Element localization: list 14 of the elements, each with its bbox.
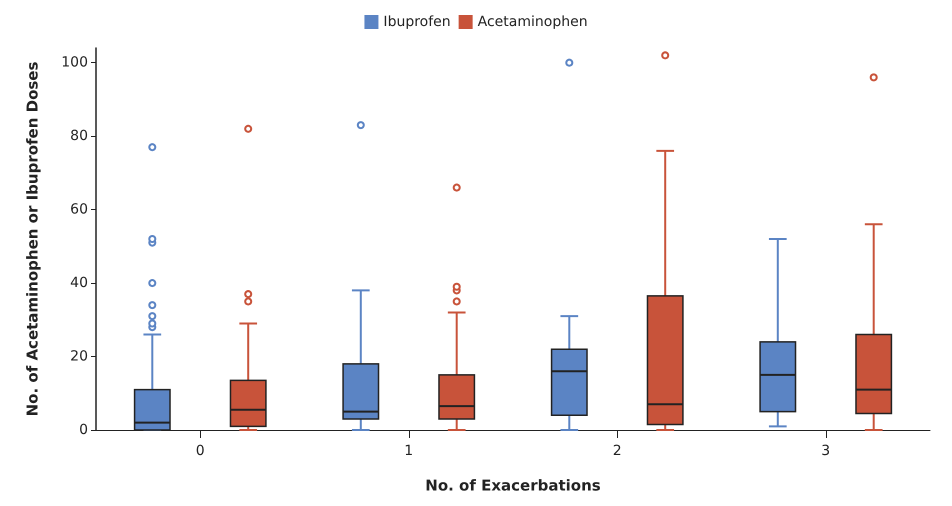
y-tick-label: 40 [70,275,88,292]
x-tick-label: 2 [612,443,622,459]
x-tick-label: 1 [404,443,414,459]
y-tick-label: 60 [70,202,88,218]
x-axis-title: No. of Exacerbations [425,476,601,494]
y-tick-label: 80 [70,128,88,144]
x-tick-label: 3 [821,443,830,459]
y-tick-label: 20 [70,348,88,365]
legend-label: Acetaminophen [478,14,588,30]
y-tick-label: 100 [61,54,88,71]
legend-label: Ibuprofen [383,14,451,30]
y-axis-title: No. of Acetaminophen or Ibuprofen Doses [24,62,42,416]
x-tick-label: 0 [196,443,205,459]
y-tick-label: 0 [79,422,88,438]
